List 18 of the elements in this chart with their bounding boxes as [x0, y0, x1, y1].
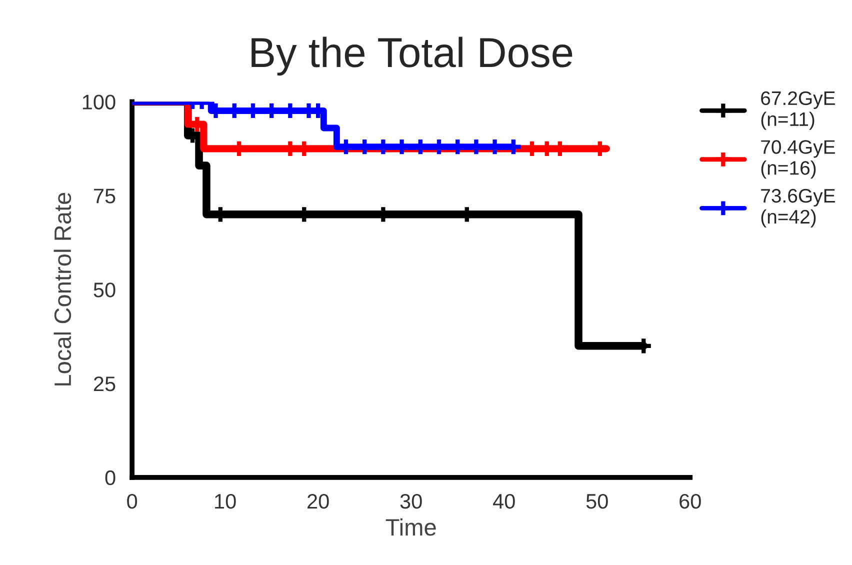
x-axis-title: Time — [386, 518, 436, 536]
x-tick-label: 50 — [586, 494, 608, 509]
chart-title: By the Total Dose — [252, 36, 572, 76]
y-tick-label: 0 — [105, 470, 116, 486]
y-axis-title: Local Control Rate — [54, 192, 72, 386]
legend-label: 73.6GyE (n=42) — [761, 188, 835, 228]
y-tick-label: 100 — [82, 94, 116, 110]
x-tick-label: 30 — [400, 494, 422, 509]
x-tick-label: 20 — [308, 494, 329, 509]
x-tick-label: 60 — [680, 494, 701, 509]
legend-label: 70.4GyE (n=16) — [761, 140, 835, 179]
legend-label: 67.2GyE (n=11) — [761, 91, 835, 130]
x-tick-label: 10 — [215, 494, 236, 509]
x-tick-label: 40 — [492, 494, 515, 509]
y-tick-label: 75 — [94, 188, 116, 204]
x-tick-label: 0 — [127, 494, 138, 509]
y-tick-label: 25 — [94, 376, 116, 392]
y-tick-label: 50 — [94, 282, 116, 298]
